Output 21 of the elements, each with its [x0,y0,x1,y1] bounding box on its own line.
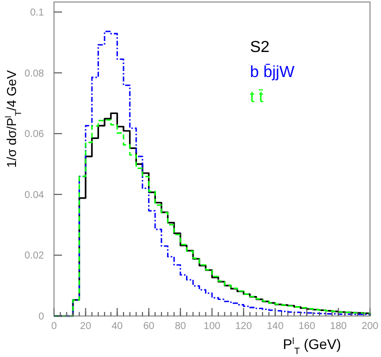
text: b b̄jjW [250,64,296,81]
y-tick-label: 0.1 [30,8,44,19]
x-tick-label: 180 [330,321,348,332]
x-axis-title: P$^{l}$$_{T}$ (GeV) [282,336,342,356]
x-tick-label: 60 [143,321,155,332]
x-tick-label: 80 [174,321,186,332]
x-tick-label: 120 [235,321,252,332]
x-tick-label: 160 [298,321,316,332]
text: t t̄ [250,89,264,106]
x-tick-label: 0 [51,321,58,332]
y-tick-label: 0.02 [24,250,44,262]
y-tick-label: 0.04 [24,190,44,201]
text: S2 [250,39,270,56]
y-tick-label: 0.06 [24,129,44,140]
x-tick-label: 200 [362,321,379,332]
y-tick-label: 0.08 [24,68,44,80]
x-tick-label: 100 [204,321,221,332]
x-tick-label: 40 [112,321,124,332]
y-tick-label: 0 [38,312,44,322]
x-tick-label: 140 [266,321,284,332]
x-tick-label: 20 [80,321,92,332]
